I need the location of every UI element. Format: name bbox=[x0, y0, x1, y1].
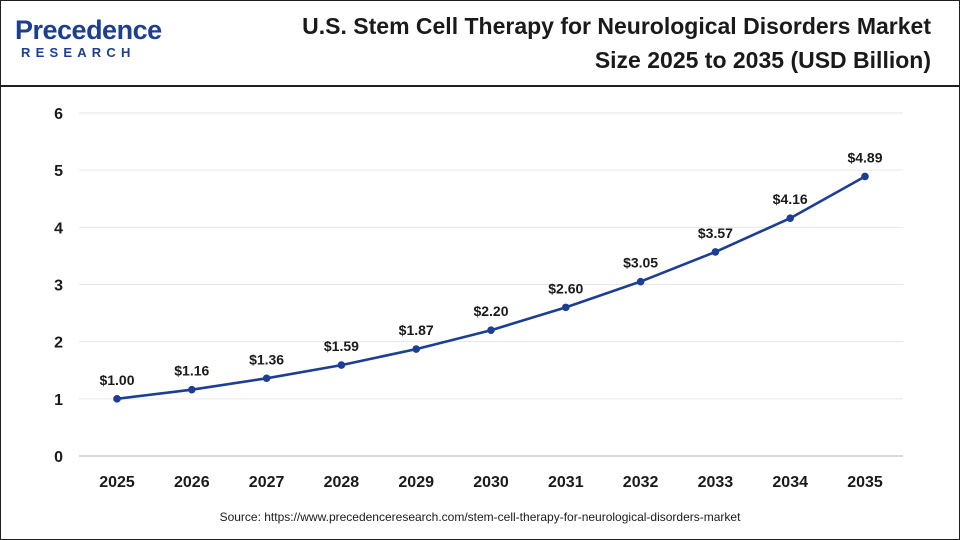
data-point bbox=[636, 277, 645, 286]
data-point bbox=[487, 326, 495, 335]
x-tick-label: 2027 bbox=[249, 474, 285, 491]
data-point bbox=[113, 395, 121, 403]
y-tick-label: 3 bbox=[54, 278, 63, 295]
data-label: $3.57 bbox=[698, 225, 733, 241]
chart-title-line-1: U.S. Stem Cell Therapy for Neurological … bbox=[302, 13, 931, 39]
x-tick-label: 2025 bbox=[99, 474, 135, 491]
x-tick-label: 2029 bbox=[398, 474, 434, 491]
data-point bbox=[337, 361, 346, 369]
data-label: $1.00 bbox=[99, 372, 134, 388]
data-label: $1.16 bbox=[174, 363, 209, 379]
data-point bbox=[562, 303, 570, 312]
y-tick-label: 4 bbox=[54, 220, 63, 237]
x-tick-label: 2031 bbox=[548, 474, 584, 491]
data-label: $1.36 bbox=[249, 351, 284, 367]
data-label: $2.20 bbox=[473, 303, 508, 319]
chart-title-line-2: Size 2025 to 2035 (USD Billion) bbox=[594, 47, 931, 73]
header: Precedence RESEARCH U.S. Stem Cell Thera… bbox=[1, 1, 959, 87]
logo-subtitle: RESEARCH bbox=[21, 45, 136, 60]
y-tick-label: 0 bbox=[54, 449, 63, 466]
data-point bbox=[412, 345, 421, 353]
data-point bbox=[786, 214, 794, 222]
data-label: $2.60 bbox=[548, 280, 583, 296]
y-tick-label: 5 bbox=[54, 163, 63, 180]
series-line bbox=[116, 175, 866, 401]
data-point bbox=[262, 374, 271, 383]
data-label: $1.59 bbox=[324, 338, 359, 354]
y-tick-label: 2 bbox=[54, 335, 63, 352]
data-label: $4.16 bbox=[773, 191, 808, 207]
y-tick-label: 1 bbox=[54, 392, 63, 409]
data-label: $3.05 bbox=[623, 255, 658, 271]
chart-title: U.S. Stem Cell Therapy for Neurological … bbox=[191, 9, 931, 77]
x-tick-label: 2026 bbox=[174, 474, 210, 491]
x-tick-label: 2032 bbox=[623, 474, 659, 491]
precedence-research-logo: Precedence RESEARCH bbox=[15, 15, 165, 71]
data-point bbox=[711, 248, 720, 256]
line-chart: 0 1 2 3 4 5 6 2025 2026 2027 2028 2029 2030 2031 2032 2… bbox=[54, 106, 903, 491]
x-tick-label: 2028 bbox=[324, 474, 360, 491]
y-tick-label: 6 bbox=[54, 106, 63, 123]
source-note: Source: https://www.precedenceresearch.c… bbox=[219, 510, 741, 524]
data-label: $4.89 bbox=[847, 149, 882, 165]
data-point bbox=[188, 385, 196, 394]
logo-wordmark: Precedence bbox=[15, 15, 162, 45]
data-point bbox=[861, 172, 869, 181]
x-tick-label: 2030 bbox=[473, 474, 509, 491]
data-label: $1.87 bbox=[399, 322, 434, 338]
x-tick-label: 2035 bbox=[847, 474, 883, 491]
x-tick-label: 2033 bbox=[698, 474, 734, 491]
x-tick-label: 2034 bbox=[772, 474, 808, 491]
